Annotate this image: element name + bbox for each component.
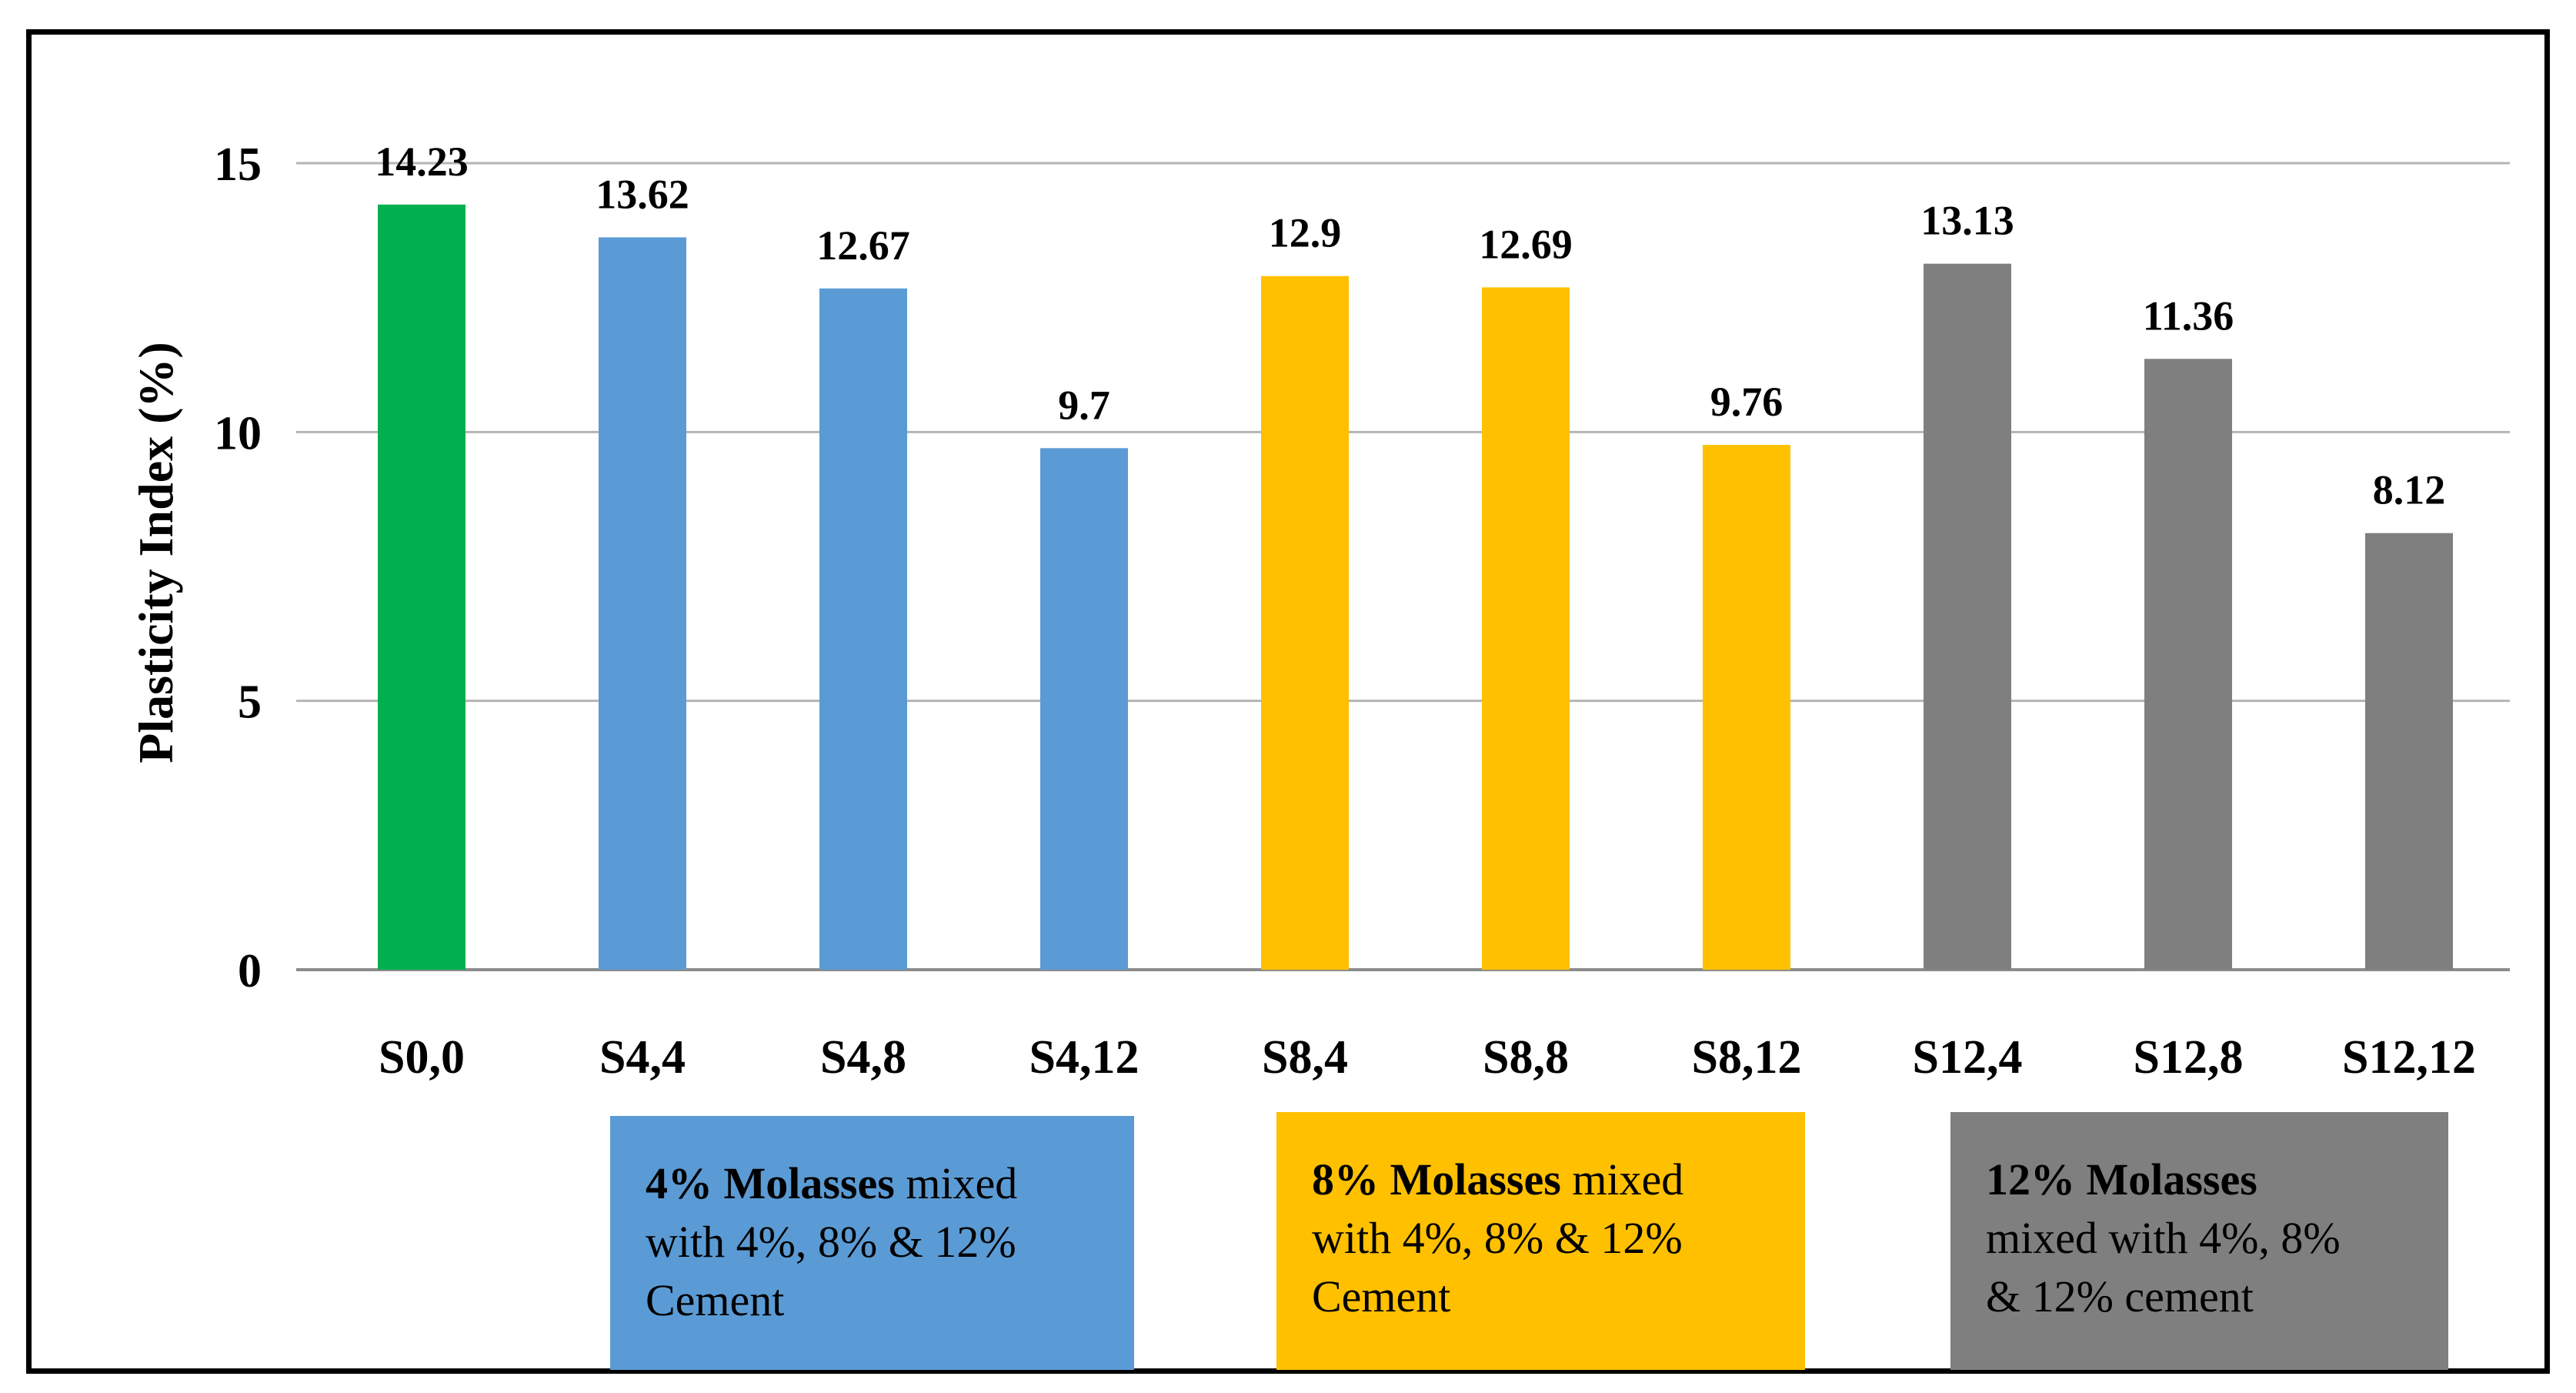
bar (1482, 287, 1570, 970)
data-labels: 14.23 13.62 12.67 9.7 12.9 12.69 9.76 13.13 11.3… (375, 139, 2445, 513)
x-tick-label: S8,8 (1483, 1031, 1569, 1084)
legend-bold-label: 8% Molasses (1312, 1154, 1561, 1204)
legend-12-percent-molasses: 12% Molasses mixed with 4%, 8% & 12% cem… (1950, 1112, 2448, 1370)
data-label: 12.69 (1479, 221, 1573, 267)
bar (1261, 276, 1349, 970)
legend-bold-label: 4% Molasses (646, 1158, 895, 1208)
legend-line2: with 4%, 8% & 12% (646, 1217, 1016, 1267)
bar (1924, 263, 2011, 970)
bars (378, 204, 2453, 970)
data-label: 11.36 (2143, 292, 2234, 339)
x-tick-label: S0,0 (379, 1031, 465, 1084)
legend-line3: Cement (1312, 1271, 1451, 1321)
legend-line3: Cement (646, 1275, 785, 1325)
x-tick-label: S4,12 (1029, 1031, 1140, 1084)
legend-line1-rest: mixed (1560, 1154, 1684, 1204)
legend-line2: mixed with 4%, 8% (1986, 1213, 2341, 1263)
data-label: 9.76 (1710, 379, 1784, 425)
y-tick-label: 10 (214, 407, 262, 459)
x-tick-label: S12,12 (2342, 1031, 2476, 1084)
data-label: 14.23 (375, 139, 469, 185)
y-tick-label: 5 (238, 676, 262, 729)
x-axis-ticks: S0,0 S4,4 S4,8 S4,12 S8,4 S8,8 S8,12 S12,4 S12,8… (379, 1031, 2476, 1084)
x-tick-label: S8,12 (1692, 1031, 1802, 1084)
y-tick-label: 0 (238, 945, 262, 997)
x-tick-label: S4,4 (599, 1031, 686, 1084)
data-label: 12.9 (1269, 210, 1342, 256)
data-label: 13.62 (596, 171, 689, 217)
bar (1703, 445, 1790, 970)
bar (2144, 359, 2232, 970)
legend-line2: with 4%, 8% & 12% (1312, 1213, 1683, 1263)
y-axis-label: Plasticity Index (%) (128, 342, 183, 763)
x-tick-label: S12,8 (2134, 1031, 2244, 1084)
data-label: 13.13 (1920, 198, 2014, 244)
legend-4-percent-molasses: 4% Molasses mixed with 4%, 8% & 12% Ceme… (610, 1116, 1134, 1370)
y-tick-label: 15 (214, 139, 262, 191)
data-label: 9.7 (1058, 382, 1110, 428)
legend-bold-label: 12% Molasses (1986, 1154, 2257, 1204)
bar (378, 204, 465, 970)
bar (1040, 448, 1128, 970)
data-label: 8.12 (2373, 467, 2446, 513)
x-tick-label: S12,4 (1913, 1031, 2023, 1084)
data-label: 12.67 (816, 222, 910, 269)
bar (599, 237, 686, 970)
bar (819, 288, 907, 970)
legend-line1-rest: mixed (894, 1158, 1018, 1208)
legend-line3: & 12% cement (1986, 1271, 2254, 1321)
y-axis-ticks: 0 5 10 15 (214, 139, 262, 997)
x-tick-label: S8,4 (1262, 1031, 1348, 1084)
bar (2365, 533, 2453, 970)
legend-8-percent-molasses: 8% Molasses mixed with 4%, 8% & 12% Ceme… (1276, 1112, 1805, 1370)
x-tick-label: S4,8 (820, 1031, 906, 1084)
